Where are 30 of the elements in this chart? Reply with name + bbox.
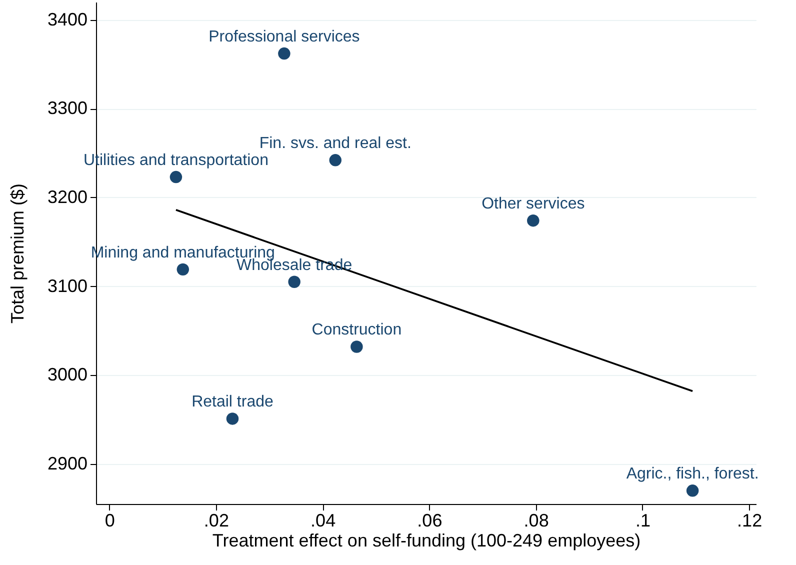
point xyxy=(686,484,699,497)
annotation: Construction xyxy=(312,322,402,339)
x-tick-label: 0 xyxy=(104,510,115,530)
y-tick-label: 3400 xyxy=(47,9,88,30)
x-tick-label: .1 xyxy=(635,510,650,530)
x-tick-label: .08 xyxy=(524,510,549,530)
x-axis-title: Treatment effect on self-funding (100-249 employees) xyxy=(212,530,641,550)
annotation: Fin. svs. and real est. xyxy=(259,135,412,152)
y-axis-title: Total premium ($) xyxy=(7,183,28,324)
annotation: Professional services xyxy=(208,28,360,46)
y-tick-label: 3100 xyxy=(47,276,88,296)
annotation: Retail trade xyxy=(192,394,274,411)
point xyxy=(176,263,190,276)
y-tick-label: 3200 xyxy=(47,186,88,207)
x-tick-label: .06 xyxy=(417,510,442,530)
x-tick-label: .12 xyxy=(737,510,762,530)
point xyxy=(527,214,540,227)
annotation: Other services xyxy=(482,196,585,213)
x-tick-label: .02 xyxy=(204,510,229,530)
point xyxy=(288,276,300,288)
point xyxy=(226,412,239,425)
point xyxy=(170,170,182,184)
annotation: Agric., fish., forest. xyxy=(626,466,759,483)
point xyxy=(278,47,290,60)
point xyxy=(350,340,363,353)
y-tick-label: 3300 xyxy=(47,98,88,118)
y-tick-label: 2900 xyxy=(47,454,88,474)
y-tick-label: 3000 xyxy=(47,364,88,385)
point xyxy=(329,154,342,166)
x-tick-label: .04 xyxy=(310,510,336,530)
